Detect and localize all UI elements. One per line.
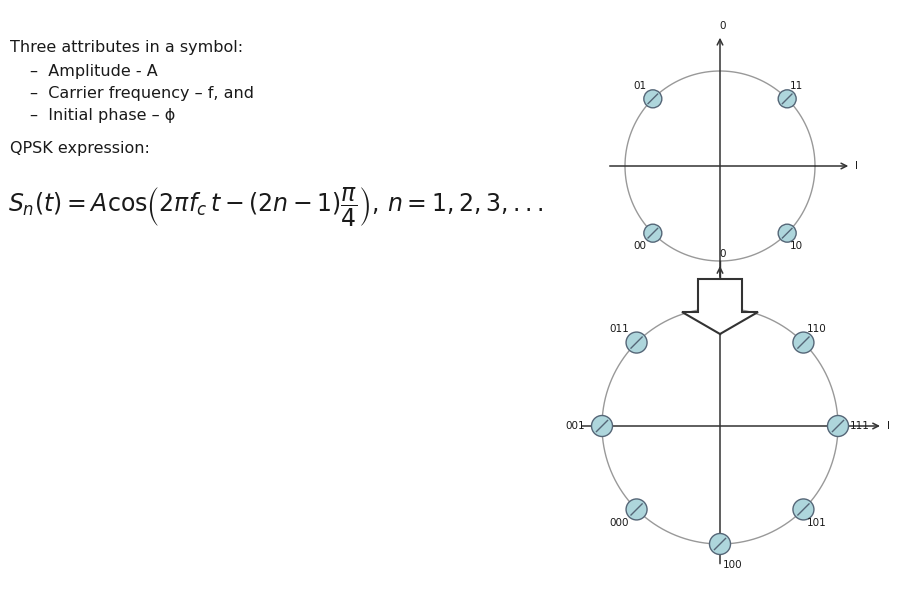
Polygon shape: [681, 279, 757, 334]
Text: $S_n(t) = A\cos\!\left(2\pi f_c\,t - (2n-1)\dfrac{\pi}{4}\right),\,n=1,2,3,...$: $S_n(t) = A\cos\!\left(2\pi f_c\,t - (2n…: [8, 186, 543, 229]
Text: 0: 0: [719, 21, 725, 31]
Text: Three attributes in a symbol:: Three attributes in a symbol:: [10, 40, 243, 55]
Circle shape: [625, 499, 647, 520]
Text: –  Initial phase – ϕ: – Initial phase – ϕ: [30, 108, 175, 123]
Text: 101: 101: [805, 518, 825, 528]
Text: 10: 10: [789, 241, 802, 251]
Circle shape: [643, 224, 661, 242]
Circle shape: [778, 224, 796, 242]
Text: 111: 111: [849, 421, 869, 431]
Text: 00: 00: [632, 241, 646, 251]
Circle shape: [778, 90, 796, 108]
Circle shape: [591, 415, 612, 436]
Text: I: I: [854, 161, 857, 171]
Text: 110: 110: [805, 324, 825, 334]
Circle shape: [792, 499, 813, 520]
Text: QPSK expression:: QPSK expression:: [10, 141, 150, 156]
Circle shape: [643, 90, 661, 108]
Text: 001: 001: [565, 421, 584, 431]
Text: 011: 011: [609, 324, 629, 334]
Circle shape: [792, 332, 813, 353]
Text: –  Amplitude - A: – Amplitude - A: [30, 64, 158, 79]
Circle shape: [826, 415, 848, 436]
Circle shape: [625, 332, 647, 353]
Circle shape: [709, 533, 730, 554]
Text: 000: 000: [609, 518, 629, 528]
Circle shape: [709, 297, 730, 318]
Text: 100: 100: [723, 560, 741, 570]
Text: I: I: [886, 421, 888, 431]
Text: 0: 0: [719, 249, 725, 259]
Text: 01: 01: [632, 81, 646, 91]
Text: –  Carrier frequency – f, and: – Carrier frequency – f, and: [30, 86, 253, 101]
Text: 11: 11: [789, 81, 802, 91]
Text: 010: 010: [723, 289, 741, 299]
